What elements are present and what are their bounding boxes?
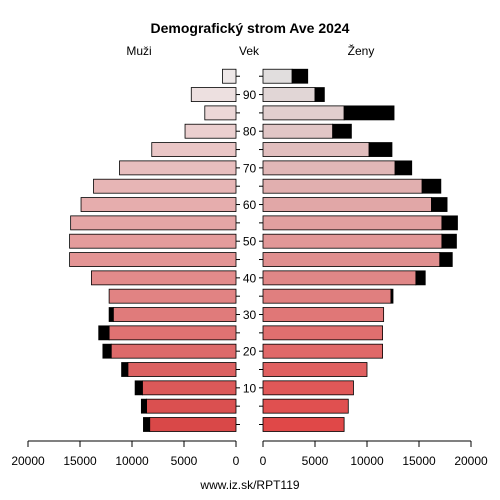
male-bar <box>110 343 237 359</box>
male-bar <box>93 178 237 194</box>
female-excess-bar <box>439 252 453 267</box>
female-x-tick-label: 5000 <box>302 454 329 468</box>
age-axis: 10 20 30 40 50 60 70 80 90 <box>236 75 263 425</box>
female-excess-bar <box>332 123 352 139</box>
age-tick-label: 30 <box>243 308 257 322</box>
footer-source: www.iz.sk/RPT119 <box>199 478 299 492</box>
female-bar <box>262 380 354 396</box>
female-bar <box>262 307 385 322</box>
female-bar <box>262 123 334 139</box>
male-bar <box>222 68 237 84</box>
age-axis-label: Vek <box>239 44 260 58</box>
age-tick-label: 20 <box>243 345 257 359</box>
age-tick-label: 70 <box>243 161 257 175</box>
male-excess-bar <box>121 362 129 377</box>
female-x-tick-label: 20000 <box>454 454 488 468</box>
female-excess-bar <box>390 288 394 304</box>
male-x-tick-label: 0 <box>233 454 240 468</box>
female-bar <box>262 215 443 231</box>
male-bars <box>69 68 237 432</box>
female-bar <box>262 197 432 212</box>
female-bar <box>262 288 392 304</box>
female-excess-bar <box>394 160 413 176</box>
male-bar <box>69 252 237 267</box>
male-bar <box>149 417 237 432</box>
female-x-tick-label: 10000 <box>350 454 384 468</box>
female-excess-bar <box>441 215 458 231</box>
female-bar <box>262 178 423 194</box>
male-excess-bar <box>140 398 147 414</box>
age-tick-label: 50 <box>243 235 257 249</box>
age-tick-label: 80 <box>243 125 257 139</box>
male-excess-bar <box>98 325 110 341</box>
female-bar <box>262 142 370 157</box>
male-x-tick-label: 5000 <box>171 454 198 468</box>
male-bar <box>151 142 237 157</box>
female-bar <box>262 398 349 414</box>
female-excess-bar <box>415 270 426 286</box>
age-tick-label: 10 <box>243 381 257 395</box>
male-excess-bar <box>108 307 114 322</box>
female-bar <box>262 270 417 286</box>
female-bar <box>262 87 316 102</box>
female-bars <box>262 68 458 432</box>
male-excess-bar <box>134 380 143 396</box>
male-excess-bar <box>102 343 112 359</box>
age-tick-label: 90 <box>243 88 257 102</box>
age-tick-label: 60 <box>243 198 257 212</box>
female-bar <box>262 362 368 377</box>
female-bar <box>262 417 345 432</box>
male-x-tick-label: 20000 <box>11 454 45 468</box>
female-bar <box>262 105 345 121</box>
female-excess-bar <box>314 87 325 102</box>
x-axes: 20000 15000 10000 5000 0 0 5000 10000 15000 20000 <box>11 440 488 468</box>
female-bar <box>262 343 383 359</box>
male-x-tick-label: 15000 <box>63 454 97 468</box>
male-bar <box>141 380 237 396</box>
male-excess-bar <box>143 417 151 432</box>
female-bar <box>262 252 441 267</box>
male-bar <box>80 197 237 212</box>
female-excess-bar <box>343 105 395 121</box>
male-bar <box>184 123 237 139</box>
female-excess-bar <box>441 233 457 249</box>
female-label: Ženy <box>348 43 375 58</box>
male-bar <box>108 325 237 341</box>
male-bar <box>190 87 237 102</box>
male-x-tick-label: 10000 <box>115 454 149 468</box>
male-bar <box>146 398 237 414</box>
female-excess-bar <box>291 68 309 84</box>
male-label: Muži <box>126 44 151 58</box>
male-bar <box>108 288 237 304</box>
male-bar <box>119 160 237 176</box>
female-excess-bar <box>421 178 442 194</box>
male-bar <box>91 270 237 286</box>
age-tick-label: 40 <box>243 271 257 285</box>
female-excess-bar <box>431 197 448 212</box>
female-x-tick-label: 15000 <box>402 454 436 468</box>
male-bar <box>70 215 237 231</box>
male-bar <box>112 307 237 322</box>
female-bar <box>262 325 383 341</box>
female-bar <box>262 68 293 84</box>
female-bar <box>262 233 443 249</box>
female-bar <box>262 160 396 176</box>
chart-title: Demografický strom Ave 2024 <box>151 20 350 36</box>
male-bar <box>69 233 237 249</box>
male-bar <box>127 362 237 377</box>
male-bar <box>204 105 237 121</box>
female-excess-bar <box>368 142 393 157</box>
female-x-tick-label: 0 <box>260 454 267 468</box>
